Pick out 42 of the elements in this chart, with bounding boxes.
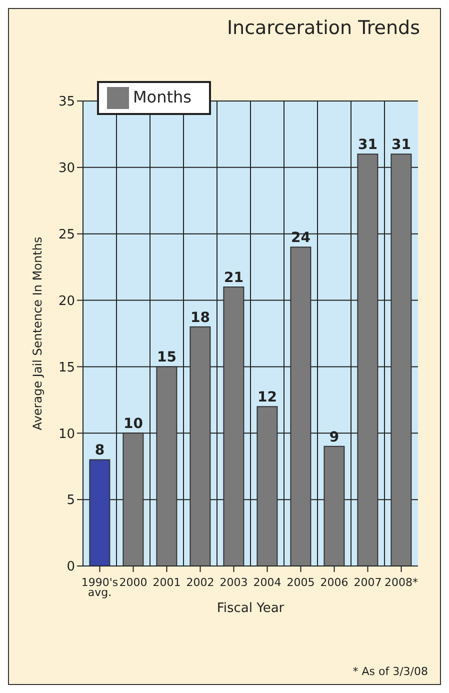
bar bbox=[357, 154, 378, 566]
data-label: 15 bbox=[156, 350, 176, 366]
x-tick-label: 2007 bbox=[354, 576, 382, 589]
chart-title: Incarceration Trends bbox=[226, 17, 420, 39]
x-tick-label: 2001 bbox=[152, 576, 181, 589]
y-tick-label: 35 bbox=[58, 94, 75, 110]
data-label: 12 bbox=[257, 390, 277, 406]
y-tick-label: 30 bbox=[58, 161, 75, 176]
data-label: 31 bbox=[391, 137, 411, 154]
bar bbox=[256, 406, 278, 566]
x-tick-label: 2005 bbox=[286, 576, 315, 589]
data-label: 21 bbox=[224, 270, 244, 286]
data-label: 9 bbox=[329, 429, 340, 446]
bar bbox=[190, 326, 211, 566]
bar bbox=[89, 459, 110, 566]
y-tick-label: 5 bbox=[66, 493, 75, 508]
x-tick-label: 2008* bbox=[384, 576, 418, 589]
data-label: 31 bbox=[358, 137, 378, 154]
x-tick-label: 2000 bbox=[119, 576, 148, 589]
data-label: 18 bbox=[190, 310, 210, 326]
x-axis-title: Fiscal Year bbox=[216, 601, 285, 616]
y-tick-label: 10 bbox=[58, 426, 75, 442]
data-label: 10 bbox=[123, 416, 144, 432]
y-axis-title: Average Jail Sentence In Months bbox=[30, 236, 44, 430]
x-tick-label: 1990's avg. bbox=[81, 576, 118, 599]
y-tick-label: 0 bbox=[66, 560, 75, 575]
bar bbox=[223, 286, 244, 566]
y-tick-label: 20 bbox=[58, 294, 75, 309]
bar bbox=[290, 246, 312, 566]
y-tick-label: 25 bbox=[58, 227, 75, 242]
text: * As of 3/3/08 bbox=[352, 665, 428, 678]
bar bbox=[156, 366, 178, 566]
x-tick-label: 2004 bbox=[253, 576, 282, 589]
bar bbox=[390, 154, 412, 566]
x-tick-label: 2003 bbox=[220, 576, 248, 589]
x-tick-label: 2006 bbox=[320, 576, 348, 589]
y-tick-label: 15 bbox=[58, 360, 75, 376]
bar bbox=[324, 446, 345, 566]
legend-label: Months bbox=[133, 87, 192, 106]
data-label: 8 bbox=[94, 442, 105, 459]
x-tick-label: 2002 bbox=[186, 576, 214, 589]
bar bbox=[122, 432, 144, 566]
